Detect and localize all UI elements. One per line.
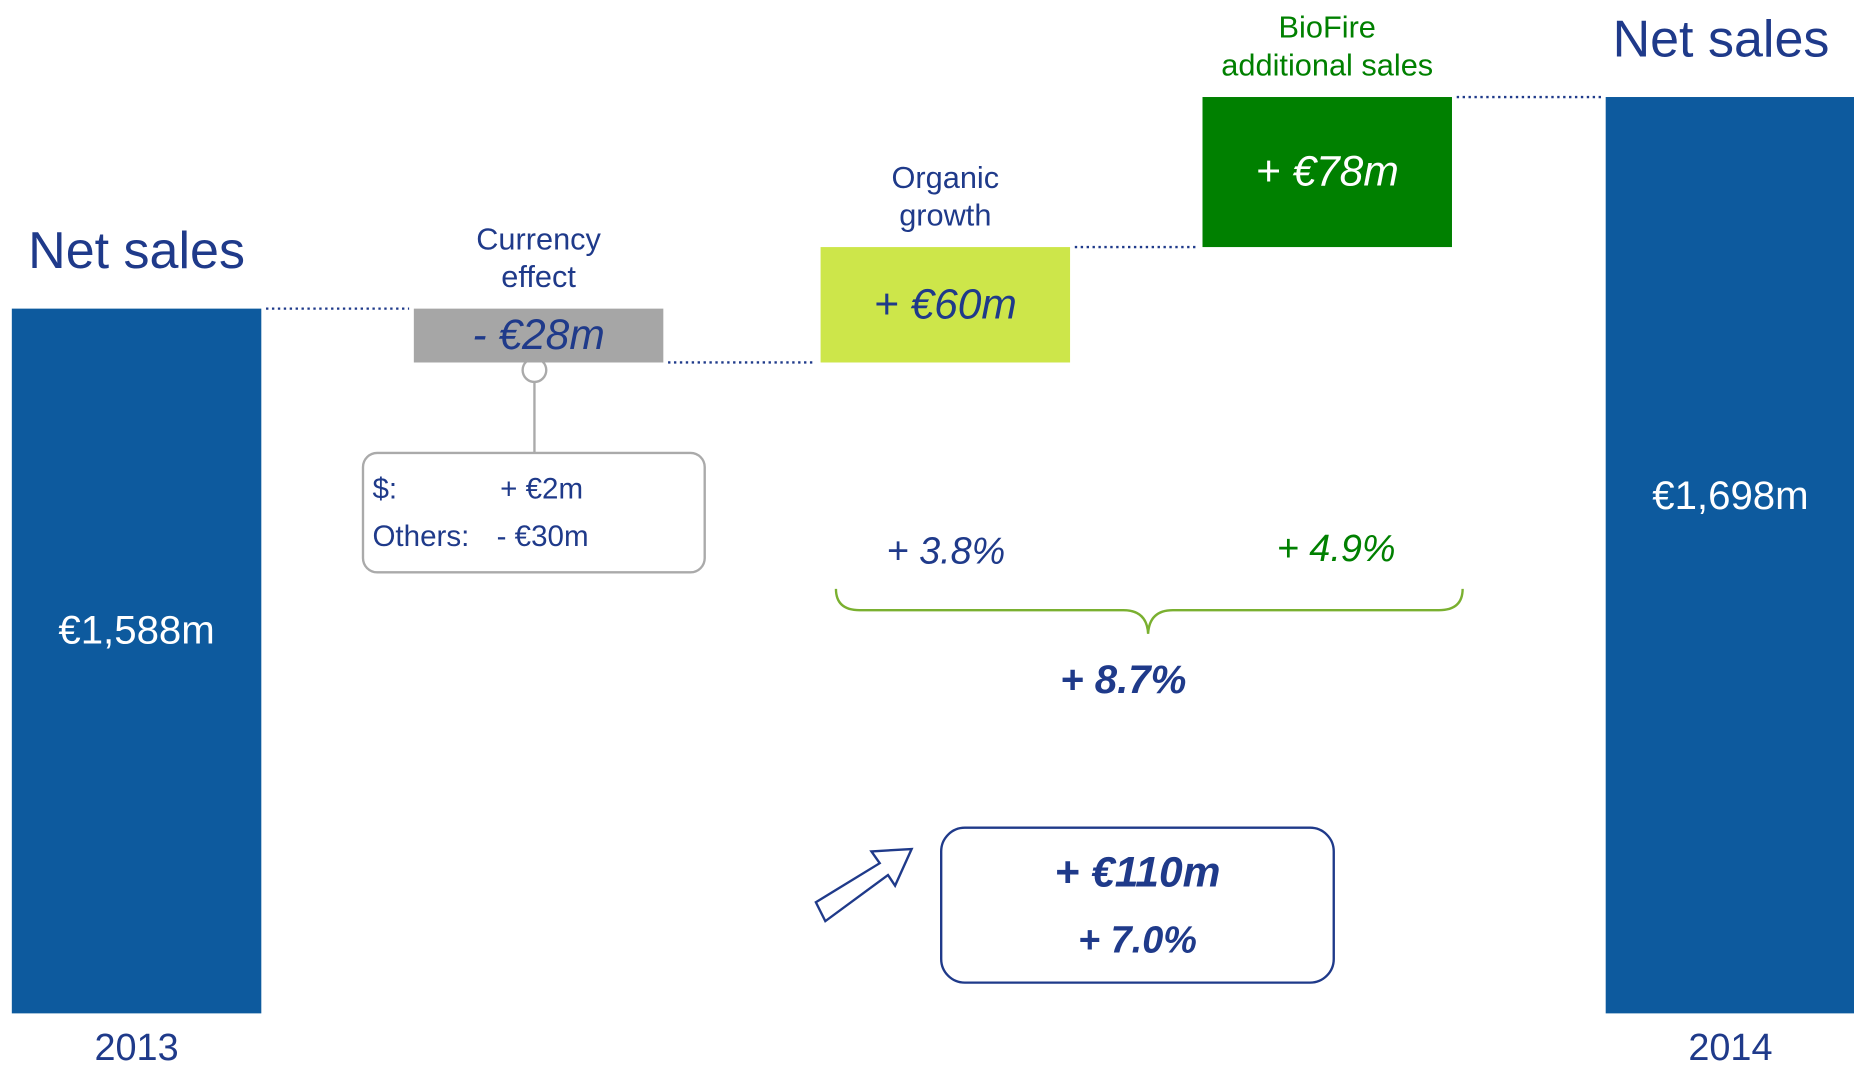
value-label: - €28m bbox=[472, 311, 604, 359]
category-label: 2014 bbox=[1688, 1027, 1772, 1069]
category-label: additional sales bbox=[1221, 48, 1433, 83]
bar bbox=[11, 308, 262, 1014]
total-label: Net sales bbox=[28, 222, 245, 280]
callout: $: + €2m Others: - €30m bbox=[361, 357, 706, 574]
value-label: €1,698m bbox=[1652, 473, 1808, 518]
combined-pct: + 8.7% bbox=[1060, 657, 1186, 702]
total-label: Net sales bbox=[1613, 10, 1830, 68]
category-label: growth bbox=[899, 198, 991, 233]
value-label: €1,588m bbox=[58, 607, 214, 652]
breakdown-label: $: bbox=[372, 473, 397, 506]
category-label: Organic bbox=[892, 160, 1000, 195]
arrow bbox=[814, 847, 914, 923]
category-label: 2013 bbox=[94, 1027, 178, 1069]
value-label: + €60m bbox=[874, 280, 1017, 328]
breakdown-value: + €2m bbox=[500, 473, 583, 506]
category-label: effect bbox=[501, 259, 576, 294]
bar bbox=[1202, 97, 1452, 248]
category-label: Currency bbox=[476, 221, 601, 256]
callout-box bbox=[361, 451, 706, 574]
value-label: + €78m bbox=[1256, 148, 1399, 196]
breakdown-label: Others: bbox=[372, 520, 469, 553]
organic-pct: + 3.8% bbox=[887, 530, 1006, 572]
bar bbox=[1605, 97, 1854, 1014]
bar bbox=[413, 308, 664, 363]
category-label: BioFire bbox=[1279, 10, 1376, 45]
total-change: + €110m bbox=[1054, 848, 1220, 896]
bar bbox=[820, 247, 1071, 363]
brace bbox=[834, 588, 1464, 634]
total-change-pct: + 7.0% bbox=[1078, 919, 1197, 961]
biofire-pct: + 4.9% bbox=[1277, 528, 1396, 570]
total-box bbox=[940, 826, 1335, 984]
breakdown-value: - €30m bbox=[497, 520, 589, 553]
